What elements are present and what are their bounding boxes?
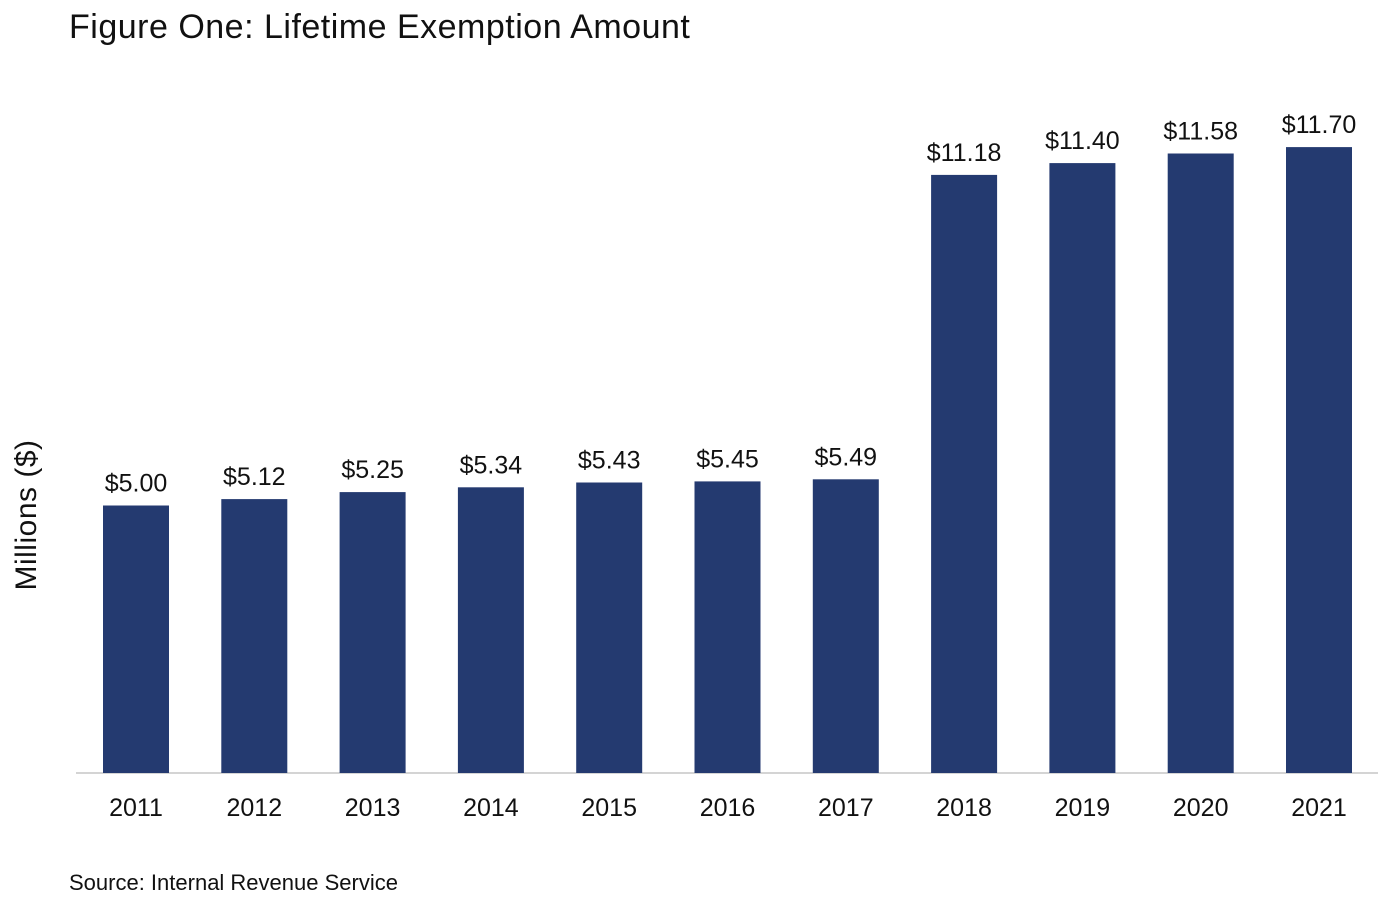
data-label-2017: $5.49 [815,443,878,471]
x-tick-label-2018: 2018 [936,794,992,822]
data-label-2015: $5.43 [578,447,641,475]
bar-2011 [103,505,169,773]
bar-2020 [1167,153,1234,773]
bar-2021 [1286,147,1352,774]
data-label-2020: $11.58 [1163,118,1238,146]
x-tick-label-2020: 2020 [1173,794,1229,822]
bar-2017 [812,479,879,773]
x-tick-label-2015: 2015 [581,794,637,822]
bar-2019 [1049,163,1116,774]
x-tick-label-2012: 2012 [226,794,282,822]
data-label-2019: $11.40 [1045,127,1120,155]
bar-2012 [221,499,288,773]
x-tick-label-2021: 2021 [1291,794,1347,822]
x-tick-label-2014: 2014 [463,794,519,822]
x-tick-labels-group: 2011 2012 2013 2014 2015 2016 2017 2018 2019 2020… [109,794,1347,822]
bar-2014 [457,487,524,773]
data-label-2018: $11.18 [927,139,1002,167]
data-label-2016: $5.45 [696,445,759,473]
chart-title: Figure One: Lifetime Exemption Amount [69,8,691,46]
x-tick-label-2013: 2013 [345,794,401,822]
data-labels-group: $5.00 $5.12 $5.25 $5.34 $5.43 $5.45 $5.49 $11.1… [105,111,1357,497]
bar-2016 [694,481,761,773]
data-label-2013: $5.25 [341,456,404,484]
data-label-2012: $5.12 [223,463,286,491]
data-label-2011: $5.00 [105,470,168,498]
x-tick-label-2019: 2019 [1055,794,1111,822]
x-tick-label-2017: 2017 [818,794,874,822]
x-tick-label-2011: 2011 [109,794,163,822]
bars-group [103,147,1352,774]
source-note: Source: Internal Revenue Service [69,870,398,895]
bar-2018 [931,174,998,773]
bar-2013 [339,492,406,773]
data-label-2014: $5.34 [460,451,523,479]
x-tick-label-2016: 2016 [700,794,756,822]
bar-2015 [576,482,643,773]
data-label-2021: $11.70 [1282,111,1357,139]
